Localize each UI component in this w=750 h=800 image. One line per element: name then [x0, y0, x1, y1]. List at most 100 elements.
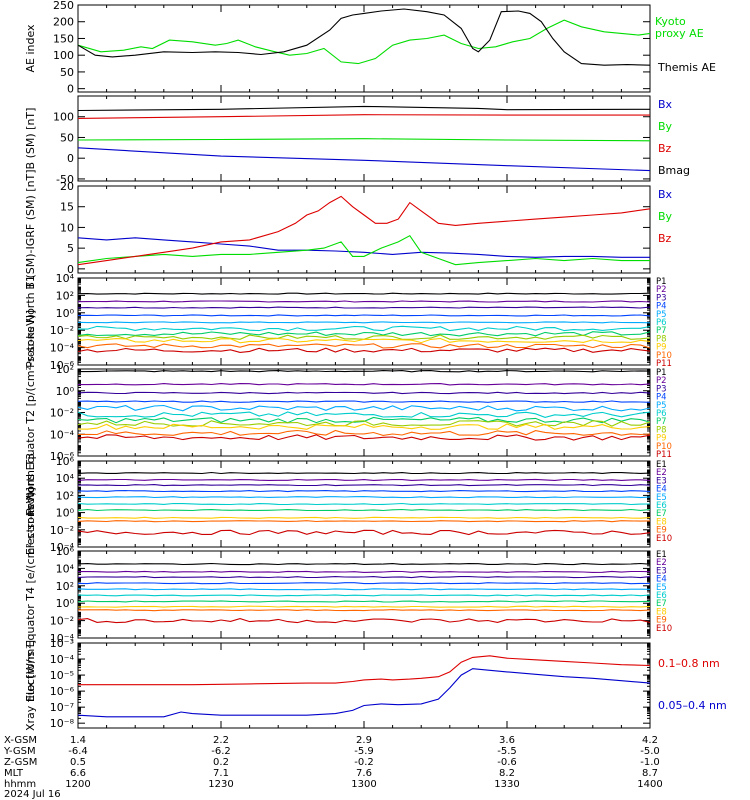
ephemeris-value: 7.1	[213, 768, 229, 779]
y-tick-label: 5	[67, 242, 74, 255]
ephemeris-value: -5.0	[640, 746, 660, 757]
legend-label: By	[658, 120, 673, 133]
ephemeris-value: 1300	[351, 779, 376, 790]
y-tick-label: 10⁴	[56, 272, 75, 285]
legend-label: P9	[656, 434, 667, 444]
series-line-p11	[77, 347, 651, 353]
series-line-e8	[77, 605, 651, 608]
y-tick-label: 0	[67, 263, 74, 276]
y-tick-label: 10⁰	[56, 507, 75, 520]
legend-label: E7	[656, 509, 667, 519]
legend-label: Themis AE	[657, 61, 716, 74]
ephemeris-value: 1400	[637, 779, 662, 790]
series-line-p10	[77, 343, 651, 349]
series-line-p8	[77, 420, 651, 427]
ephemeris-value: 7.6	[356, 768, 372, 779]
series-line-p9	[77, 423, 651, 430]
series-line-p1	[77, 292, 651, 295]
ephemeris-value: 1.4	[70, 735, 86, 746]
panel-bdiff: 0 5 10 15 20 B (SM)-IGRF (SM) [nT] Bx By Bz	[24, 169, 673, 289]
legend-label: P11	[656, 450, 672, 460]
legend-label: E7	[656, 599, 667, 609]
legend-label: E6	[656, 501, 667, 511]
series-line-bx	[77, 147, 651, 172]
y-axis-label: Electrons North T3	[24, 453, 37, 555]
series-line-bx	[77, 237, 650, 258]
y-tick-label: 10⁶	[56, 545, 75, 558]
legend-label: 0.05–0.4 nm	[658, 699, 727, 712]
series-line-e2	[78, 570, 651, 573]
y-tick-label: 10⁰	[56, 597, 75, 610]
y-tick-label: -50	[56, 173, 74, 186]
y-axis-label: AE index	[24, 24, 37, 73]
panel-frame	[77, 4, 651, 93]
series-line-e1	[77, 471, 651, 475]
legend-label: P3	[656, 293, 667, 303]
ephemeris-value: 1200	[65, 779, 90, 790]
series-line-p2	[77, 300, 651, 303]
legend-label: E1	[656, 460, 667, 470]
y-tick-label: 10²	[56, 489, 74, 502]
ephemeris-value: 1230	[208, 779, 233, 790]
legend-label: Bmag	[658, 164, 690, 177]
ephemeris-value: 6.6	[70, 768, 86, 779]
series-line-p10	[77, 429, 651, 436]
legend-label: E2	[656, 558, 667, 568]
legend-label: P2	[656, 376, 667, 386]
legend-label: P6	[656, 409, 667, 419]
legend-label: 0.1–0.8 nm	[658, 657, 720, 670]
legend-label: E1	[656, 550, 667, 560]
ephemeris-value: -1.0	[640, 757, 660, 768]
y-tick-label: 0	[67, 152, 74, 165]
y-tick-label: 10⁻⁶	[50, 450, 75, 463]
legend-label: P6	[656, 318, 667, 328]
y-tick-label: 50	[60, 131, 74, 144]
legend-label: E10	[656, 534, 672, 544]
legend-label: P5	[656, 310, 667, 320]
panel-frame	[77, 642, 651, 729]
panel-frame	[77, 185, 651, 274]
series-line-p9	[77, 337, 651, 344]
series-line-e6	[77, 502, 651, 506]
y-axis-label: Protons Equator T2 [p/(cm²-s-sr-keV)]	[24, 310, 37, 515]
series-line-p3	[77, 391, 651, 395]
y-tick-label: 0	[67, 83, 74, 96]
series-line-e3	[77, 576, 651, 579]
legend-label: E8	[656, 517, 667, 527]
series-line-p8	[77, 334, 651, 340]
legend-label: Bx	[658, 98, 673, 111]
legend-label: E9	[656, 526, 667, 536]
y-tick-label: 10²	[56, 289, 74, 302]
y-tick-label: 10⁻²	[50, 407, 74, 420]
y-tick-label: 150	[53, 32, 74, 45]
series-line-by	[77, 138, 651, 142]
legend-label: By	[658, 210, 673, 223]
series-line-p11	[77, 434, 651, 441]
y-tick-label: 50	[60, 66, 74, 79]
legend-label: E8	[656, 607, 667, 617]
y-tick-label: 10⁻⁴	[50, 653, 75, 666]
legend-label: P10	[656, 442, 672, 452]
y-tick-label: 10⁰	[56, 385, 75, 398]
legend-label: E2	[656, 468, 667, 478]
ephemeris-value: 8.7	[642, 768, 658, 779]
y-tick-label: 10⁻⁴	[50, 632, 75, 645]
legend-label: E4	[656, 485, 667, 495]
legend-label: P3	[656, 384, 667, 394]
legend-label: P4	[656, 393, 667, 403]
y-tick-label: 10⁻⁶	[50, 685, 75, 698]
y-tick-label: 100	[53, 111, 74, 124]
ephemeris-value: 8.2	[499, 768, 515, 779]
series-line-e5	[77, 588, 651, 591]
series-line-p3	[77, 306, 651, 309]
series-line-p7	[77, 331, 651, 337]
y-axis-label: Electrons Equator T4 [e/(cm²-s-sr-keV)]	[24, 487, 37, 702]
y-tick-label: 200	[53, 16, 74, 29]
ephemeris-row-label: Z-GSM	[4, 757, 37, 768]
legend-label: P2	[656, 285, 667, 295]
legend-label: E3	[656, 566, 667, 576]
